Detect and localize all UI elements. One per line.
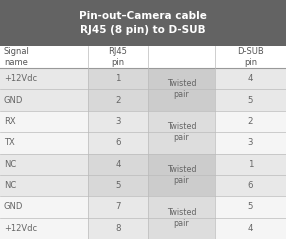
Text: GND: GND [4, 202, 23, 212]
Bar [148, 153, 215, 196]
Text: 6: 6 [248, 181, 253, 190]
Bar [148, 196, 215, 239]
Text: RX: RX [4, 117, 16, 126]
Text: 4: 4 [248, 74, 253, 83]
Text: 2: 2 [115, 96, 121, 105]
Text: 4: 4 [115, 160, 121, 169]
Text: 5: 5 [248, 202, 253, 212]
Text: Twisted
pair: Twisted pair [167, 165, 196, 185]
Text: TX: TX [4, 138, 15, 147]
Text: 6: 6 [115, 138, 121, 147]
Bar [0, 111, 88, 132]
Text: Twisted
pair: Twisted pair [167, 79, 196, 99]
Text: 1: 1 [115, 74, 121, 83]
Bar [215, 175, 286, 196]
Text: 2: 2 [248, 117, 253, 126]
Bar [88, 68, 148, 89]
Bar [0, 46, 286, 68]
Bar [0, 175, 88, 196]
Bar [88, 175, 148, 196]
Text: Signal
name: Signal name [4, 47, 30, 67]
Text: 3: 3 [115, 117, 121, 126]
Text: NC: NC [4, 160, 16, 169]
Bar [215, 132, 286, 153]
Text: D-SUB
pin: D-SUB pin [237, 47, 264, 67]
Text: Twisted
pair: Twisted pair [167, 122, 196, 142]
Bar [88, 218, 148, 239]
Text: 4: 4 [248, 224, 253, 233]
Bar [0, 218, 88, 239]
Bar [88, 89, 148, 111]
Bar [215, 196, 286, 218]
Text: NC: NC [4, 181, 16, 190]
Text: +12Vdc: +12Vdc [4, 74, 37, 83]
Bar [148, 68, 215, 111]
Bar [215, 218, 286, 239]
Bar [88, 132, 148, 153]
Text: 5: 5 [115, 181, 121, 190]
Text: 8: 8 [115, 224, 121, 233]
Bar [0, 68, 88, 89]
Text: 3: 3 [248, 138, 253, 147]
Text: RJ45
pin: RJ45 pin [109, 47, 128, 67]
Bar [88, 196, 148, 218]
Text: Pin-out–Camera cable
RJ45 (8 pin) to D-SUB: Pin-out–Camera cable RJ45 (8 pin) to D-S… [79, 11, 207, 35]
Bar [0, 153, 88, 175]
Text: 7: 7 [115, 202, 121, 212]
Bar [215, 111, 286, 132]
Bar [215, 68, 286, 89]
Bar [0, 196, 88, 218]
Bar [148, 111, 215, 153]
Bar [88, 153, 148, 175]
Text: +12Vdc: +12Vdc [4, 224, 37, 233]
Text: 1: 1 [248, 160, 253, 169]
Bar [0, 89, 88, 111]
Bar [0, 132, 88, 153]
Text: Twisted
pair: Twisted pair [167, 208, 196, 228]
Bar [215, 89, 286, 111]
Bar [88, 111, 148, 132]
Bar [215, 153, 286, 175]
Text: 5: 5 [248, 96, 253, 105]
Bar [0, 0, 286, 46]
Text: GND: GND [4, 96, 23, 105]
